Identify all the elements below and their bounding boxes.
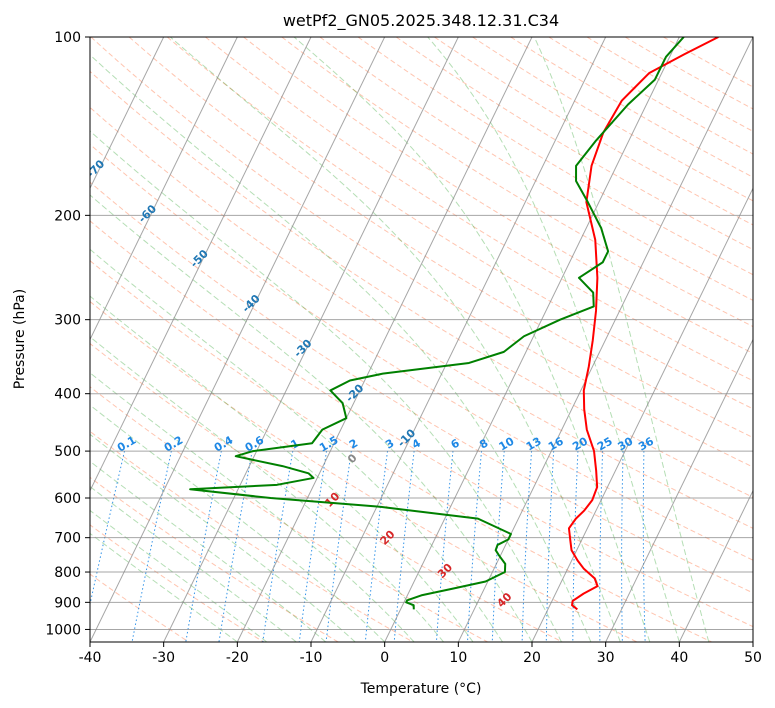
dry-adiabat xyxy=(128,37,753,439)
chart-title: wetPf2_GN05.2025.348.12.31.C34 xyxy=(283,11,559,31)
dry-adiabat xyxy=(90,181,753,594)
dry-adiabat xyxy=(395,37,753,251)
moist-adiabat xyxy=(169,37,621,642)
moist-adiabat xyxy=(90,295,474,642)
mixing-ratio-line xyxy=(262,451,294,642)
x-tick-label: 50 xyxy=(744,650,762,666)
mixing-ratio-line xyxy=(467,451,483,642)
moist-adiabat xyxy=(90,130,562,642)
x-tick-label: -20 xyxy=(226,650,249,666)
moist-adiabat xyxy=(90,460,327,642)
isotherm-line xyxy=(90,37,165,190)
mixing-ratio-line xyxy=(435,451,454,642)
x-tick-label: 10 xyxy=(449,650,467,666)
moist-adiabat xyxy=(427,37,680,642)
isotherm-line xyxy=(457,37,753,642)
mixing-ratio-line xyxy=(90,450,125,607)
isotherm-line xyxy=(678,489,753,642)
dry-adiabat xyxy=(90,260,712,642)
isotherm-line xyxy=(90,37,312,492)
dry-adiabat xyxy=(90,143,753,561)
y-tick-label: 700 xyxy=(54,531,81,547)
mixing-ratio-line xyxy=(298,451,328,642)
x-tick-label: 40 xyxy=(670,650,688,666)
dry-adiabat xyxy=(90,386,488,642)
moist-adiabat xyxy=(90,248,503,642)
mixing-ratio-line xyxy=(599,451,604,642)
y-tick-label: 800 xyxy=(54,565,81,581)
mixing-ratio-line xyxy=(572,451,579,642)
dry-adiabat xyxy=(90,37,753,468)
mixing-ratio-line xyxy=(545,451,555,642)
dry-adiabat xyxy=(90,476,339,642)
y-tick-label: 1000 xyxy=(45,622,81,638)
x-tick-label: 30 xyxy=(597,650,615,666)
y-tick-label: 200 xyxy=(54,208,81,224)
x-tick-label: -40 xyxy=(79,650,102,666)
isotherm-line xyxy=(310,37,607,642)
grid-lines xyxy=(90,37,753,642)
mixing-ratio-line xyxy=(185,451,222,642)
moist-adiabat xyxy=(90,485,297,642)
isotherm-line xyxy=(90,37,238,341)
isotherm-line xyxy=(531,187,753,642)
moist-adiabat xyxy=(90,404,386,642)
dry-adiabat xyxy=(90,524,264,642)
dry-adiabat xyxy=(548,37,753,155)
dry-adiabat xyxy=(472,37,753,202)
y-tick-label: 500 xyxy=(54,444,81,460)
moist-adiabat xyxy=(293,37,651,642)
x-axis-label: Temperature (°C) xyxy=(360,681,482,697)
x-tick-label: 20 xyxy=(523,650,541,666)
dry-adiabat xyxy=(90,220,753,628)
sounding-profiles xyxy=(189,37,719,611)
profile-line-1 xyxy=(567,37,719,611)
x-tick-label: -10 xyxy=(300,650,323,666)
moist-adiabat xyxy=(533,37,710,642)
x-tick-label: 0 xyxy=(380,650,389,666)
mixing-ratio-line xyxy=(521,451,533,642)
profile-line-2 xyxy=(189,37,685,610)
y-tick-label: 900 xyxy=(54,595,81,611)
isotherm-line xyxy=(90,37,386,642)
y-axis-label: Pressure (hPa) xyxy=(12,289,28,389)
mixing-ratio-line xyxy=(621,451,624,642)
moist-adiabat xyxy=(90,54,592,642)
isotherm-line xyxy=(605,338,753,642)
y-tick-label: 600 xyxy=(54,491,81,507)
y-tick-label: 100 xyxy=(54,30,81,46)
isotherm-line xyxy=(236,37,533,642)
plot-frame xyxy=(89,36,754,643)
dry-adiabat xyxy=(319,37,753,301)
dry-adiabat xyxy=(166,37,753,410)
moist-adiabat xyxy=(90,433,356,642)
isotherm-line xyxy=(163,37,459,642)
axis-ticks: -40 -30 -20 -10 0 10 20 30 40 50 100 200 300 400 500 60… xyxy=(45,30,762,666)
isotherm-line xyxy=(384,37,680,642)
y-tick-label: 300 xyxy=(54,313,81,329)
mixing-ratio-line xyxy=(364,451,389,642)
dry-adiabat xyxy=(243,37,753,354)
mixing-ratio-line xyxy=(325,451,352,642)
x-tick-label: -30 xyxy=(152,650,175,666)
y-tick-label: 400 xyxy=(54,387,81,403)
